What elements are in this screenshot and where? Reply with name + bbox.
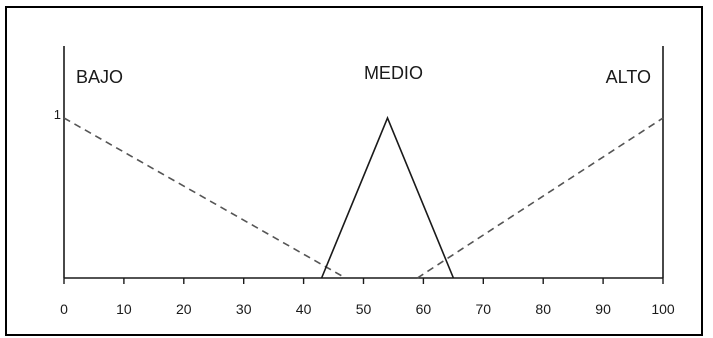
x-tick-label: 70 — [476, 301, 492, 317]
set-label-medio: MEDIO — [364, 63, 423, 83]
x-tick-label: 30 — [236, 301, 252, 317]
set-label-bajo: BAJO — [76, 67, 123, 87]
x-tick-label: 20 — [176, 301, 192, 317]
x-tick-label: 60 — [416, 301, 432, 317]
series-line-medio — [320, 115, 455, 279]
x-tick-label: 0 — [60, 301, 68, 317]
series-line-alto — [416, 117, 664, 279]
x-tick-label: 50 — [356, 301, 372, 317]
x-tick-label: 40 — [296, 301, 312, 317]
x-tick-label: 80 — [535, 301, 551, 317]
x-tick-label: 10 — [116, 301, 132, 317]
set-label-alto: ALTO — [606, 67, 651, 87]
y-tick-label: 1 — [54, 107, 61, 122]
x-tick-label: 100 — [651, 301, 675, 317]
chart-frame — [5, 6, 703, 336]
series-line-bajo — [63, 117, 346, 279]
x-tick-label: 90 — [595, 301, 611, 317]
